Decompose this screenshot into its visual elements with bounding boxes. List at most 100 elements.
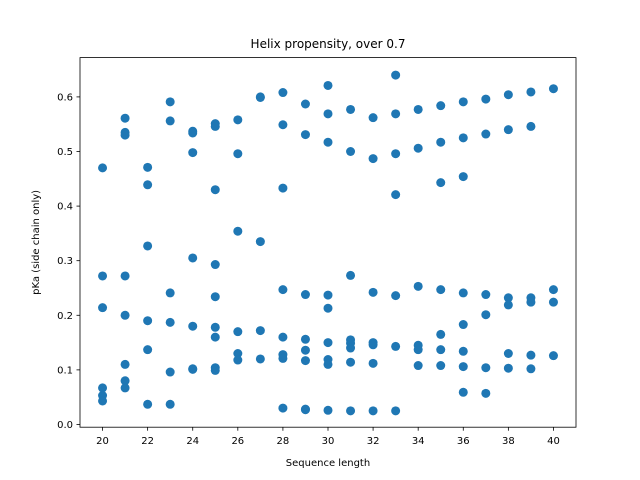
- data-point: [98, 303, 108, 313]
- data-point: [526, 87, 536, 97]
- data-point: [481, 310, 491, 320]
- data-point: [143, 241, 153, 251]
- data-point: [436, 345, 446, 355]
- data-point: [458, 133, 468, 143]
- data-point: [323, 137, 333, 147]
- data-point: [210, 260, 220, 270]
- data-point: [278, 353, 288, 363]
- data-point: [436, 137, 446, 147]
- data-point: [165, 367, 175, 377]
- data-point: [526, 297, 536, 307]
- data-point: [548, 285, 558, 295]
- data-point: [526, 121, 536, 131]
- data-point: [120, 271, 130, 281]
- data-point: [413, 361, 423, 371]
- data-point: [233, 327, 243, 337]
- data-point: [278, 285, 288, 295]
- x-tick-label: 34: [412, 436, 425, 447]
- data-point: [391, 341, 401, 351]
- data-point: [323, 80, 333, 90]
- data-point: [98, 271, 108, 281]
- data-point: [503, 300, 513, 310]
- data-point: [323, 290, 333, 300]
- data-point: [255, 354, 265, 364]
- y-tick-label: 0.3: [57, 256, 73, 267]
- data-point: [368, 113, 378, 123]
- data-point: [278, 403, 288, 413]
- x-tick-label: 20: [96, 436, 109, 447]
- data-point: [481, 290, 491, 300]
- data-point: [458, 172, 468, 182]
- data-point: [458, 346, 468, 356]
- y-tick-label: 0.0: [57, 420, 73, 431]
- data-point: [503, 293, 513, 303]
- data-point: [120, 310, 130, 320]
- y-tick-label: 0.6: [57, 92, 73, 103]
- data-point: [278, 183, 288, 193]
- data-point: [458, 288, 468, 298]
- data-point: [233, 226, 243, 236]
- data-point: [436, 101, 446, 111]
- data-point: [458, 320, 468, 330]
- data-point: [300, 345, 310, 355]
- data-point: [368, 340, 378, 350]
- data-point: [188, 148, 198, 158]
- data-point: [503, 90, 513, 100]
- data-point: [188, 364, 198, 374]
- data-point: [210, 185, 220, 195]
- data-point: [210, 365, 220, 375]
- data-point: [143, 345, 153, 355]
- data-point: [300, 356, 310, 366]
- x-tick-label: 36: [457, 436, 470, 447]
- y-tick-label: 0.5: [57, 147, 73, 158]
- data-point: [120, 113, 130, 123]
- data-point: [481, 129, 491, 139]
- data-point: [503, 125, 513, 135]
- data-point: [210, 332, 220, 342]
- data-point: [165, 317, 175, 327]
- data-point: [526, 364, 536, 374]
- data-point: [413, 345, 423, 355]
- x-tick-label: 28: [277, 436, 290, 447]
- data-point: [548, 351, 558, 361]
- data-point: [98, 396, 108, 406]
- data-point: [503, 349, 513, 358]
- data-point: [413, 104, 423, 114]
- data-point: [346, 343, 356, 353]
- data-point: [300, 334, 310, 344]
- data-point: [120, 376, 130, 386]
- data-point: [165, 97, 175, 107]
- data-point: [368, 287, 378, 297]
- data-point: [120, 359, 130, 369]
- data-point: [143, 399, 153, 409]
- data-point: [323, 303, 333, 313]
- x-tick-label: 26: [231, 436, 244, 447]
- x-tick-label: 24: [186, 436, 199, 447]
- y-tick-label: 0.4: [57, 202, 73, 213]
- data-point: [391, 149, 401, 159]
- data-point: [436, 329, 446, 339]
- data-point: [368, 406, 378, 416]
- data-point: [210, 322, 220, 332]
- data-point: [188, 128, 198, 138]
- data-point: [346, 270, 356, 280]
- data-point: [188, 253, 198, 263]
- data-point: [481, 363, 491, 373]
- data-point: [346, 357, 356, 367]
- data-point: [255, 92, 265, 102]
- x-tick-label: 40: [547, 436, 560, 447]
- data-point: [391, 406, 401, 416]
- x-tick-label: 22: [141, 436, 154, 447]
- data-point: [233, 149, 243, 159]
- data-point: [481, 94, 491, 104]
- data-point: [413, 143, 423, 153]
- data-point: [278, 120, 288, 130]
- data-point: [300, 99, 310, 109]
- data-point: [98, 383, 108, 393]
- data-point: [120, 130, 130, 140]
- data-point: [436, 361, 446, 371]
- data-point: [458, 97, 468, 107]
- data-point: [391, 291, 401, 301]
- y-tick-label: 0.2: [57, 311, 73, 322]
- data-point: [255, 326, 265, 336]
